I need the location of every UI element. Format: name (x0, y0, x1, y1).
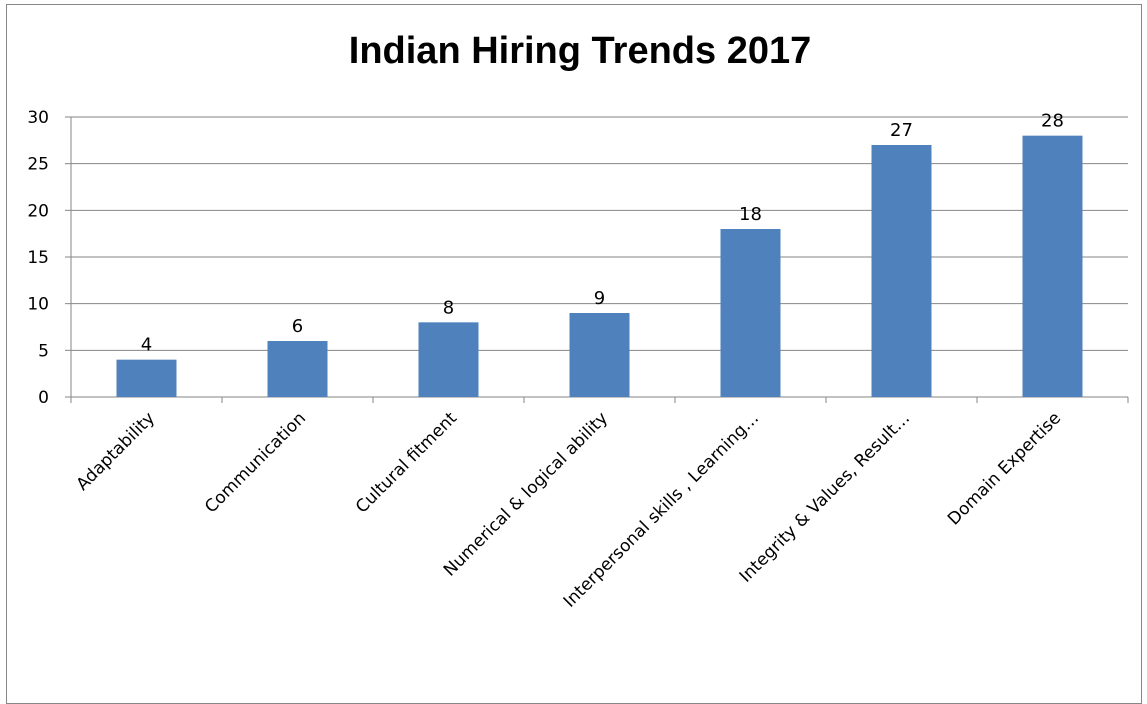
bar (267, 341, 328, 397)
data-label: 28 (1041, 111, 1064, 132)
bar (720, 229, 781, 397)
y-tick-label: 15 (27, 248, 49, 268)
data-label: 6 (292, 316, 303, 337)
data-label: 27 (890, 120, 913, 141)
x-tick-label: Adaptability (73, 408, 159, 494)
data-label: 9 (594, 288, 605, 309)
y-tick-label: 25 (27, 155, 49, 175)
x-tick-labels: Adaptability Communication Cultural fitmen… (73, 408, 1065, 611)
bar (569, 313, 630, 397)
x-tick-label: Domain Expertise (944, 408, 1065, 529)
x-tick-label: Numerical & logical ability (440, 408, 612, 580)
bar (418, 322, 479, 397)
bar (1022, 135, 1083, 397)
y-tick-label: 5 (38, 341, 49, 361)
y-tick-label: 10 (27, 295, 49, 315)
data-label: 18 (739, 204, 762, 225)
x-tick-label: Integrity & Values, Result… (736, 408, 914, 586)
bar (116, 359, 177, 397)
bars (116, 135, 1083, 397)
y-tick-labels: 0 5 10 15 20 25 30 (27, 108, 49, 408)
gridlines (71, 116, 1128, 351)
chart-title: Indian Hiring Trends 2017 (348, 30, 812, 72)
y-tick-label: 20 (27, 201, 49, 221)
data-label: 4 (141, 335, 152, 356)
x-tick-label: Communication (201, 408, 310, 517)
data-label: 8 (443, 297, 454, 318)
y-tick-label: 30 (27, 108, 49, 128)
data-labels: 4 6 8 9 18 27 28 (141, 111, 1064, 356)
x-tick-label: Cultural fitment (352, 408, 461, 517)
bar-chart: 4 6 8 9 18 27 28 0 5 10 15 20 25 30 Adaptability Comm… (27, 108, 1129, 612)
y-tick-label: 0 (38, 388, 49, 408)
bar (871, 145, 932, 397)
